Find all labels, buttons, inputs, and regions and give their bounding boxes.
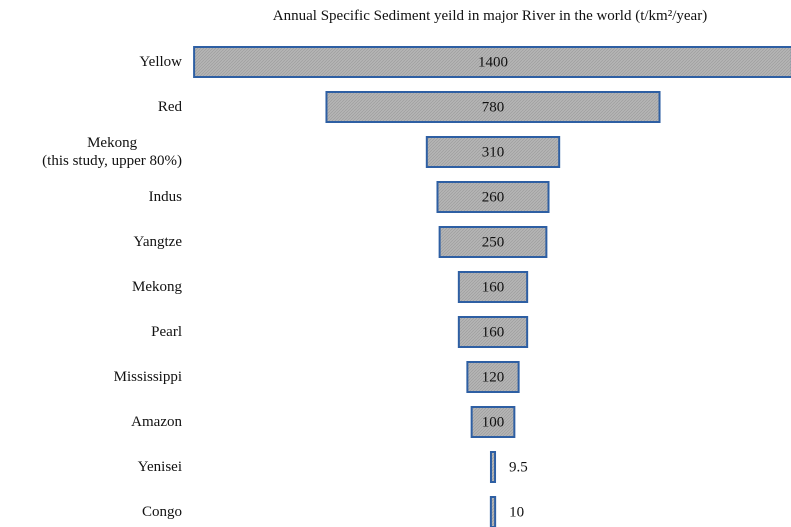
category-text: Congo <box>141 504 182 520</box>
category-text: Mekong (this study, upper 80%) <box>42 135 182 169</box>
category-text: Mississippi <box>113 369 182 385</box>
bar <box>470 406 516 438</box>
category-text: Yangtze <box>133 234 182 250</box>
bar <box>466 361 520 393</box>
value-label: 310 <box>482 144 505 160</box>
value-label: 780 <box>482 99 505 115</box>
bar <box>425 136 561 168</box>
value-label: 160 <box>482 324 505 340</box>
category-label: Mississippi <box>114 368 182 386</box>
category-text: Yellow <box>139 54 182 70</box>
bar <box>193 46 791 78</box>
bar <box>436 181 550 213</box>
category-label: Mekong <box>132 278 182 296</box>
value-label: 120 <box>482 369 505 385</box>
category-text: Yenisei <box>137 459 182 475</box>
bar <box>438 226 548 258</box>
value-label: 260 <box>482 189 505 205</box>
chart-title: Annual Specific Sediment yeild in major … <box>272 8 708 24</box>
bar <box>457 271 529 303</box>
category-label: Indus <box>149 188 182 206</box>
bar <box>325 91 661 123</box>
bar <box>489 496 497 527</box>
value-label: 160 <box>482 279 505 295</box>
category-label: Amazon <box>131 413 182 431</box>
value-label: 9.5 <box>509 459 528 475</box>
category-label: Pearl <box>151 323 182 341</box>
category-label: Yangtze <box>134 233 182 251</box>
category-text: Mekong <box>132 279 182 295</box>
value-label: 10 <box>509 504 524 520</box>
category-text: Pearl <box>151 324 182 340</box>
category-text: Indus <box>148 189 182 205</box>
bar <box>457 316 529 348</box>
category-text: Red <box>157 99 182 115</box>
value-label: 250 <box>482 234 505 250</box>
bar <box>489 451 497 483</box>
category-label: Congo <box>142 503 182 521</box>
category-text: Amazon <box>131 414 182 430</box>
category-label: Yenisei <box>138 458 182 476</box>
category-label: Mekong (this study, upper 80%) <box>42 134 182 170</box>
category-label: Red <box>158 98 182 116</box>
category-label: Yellow <box>139 53 182 71</box>
value-label: 100 <box>482 414 505 430</box>
value-label: 1400 <box>478 54 508 70</box>
